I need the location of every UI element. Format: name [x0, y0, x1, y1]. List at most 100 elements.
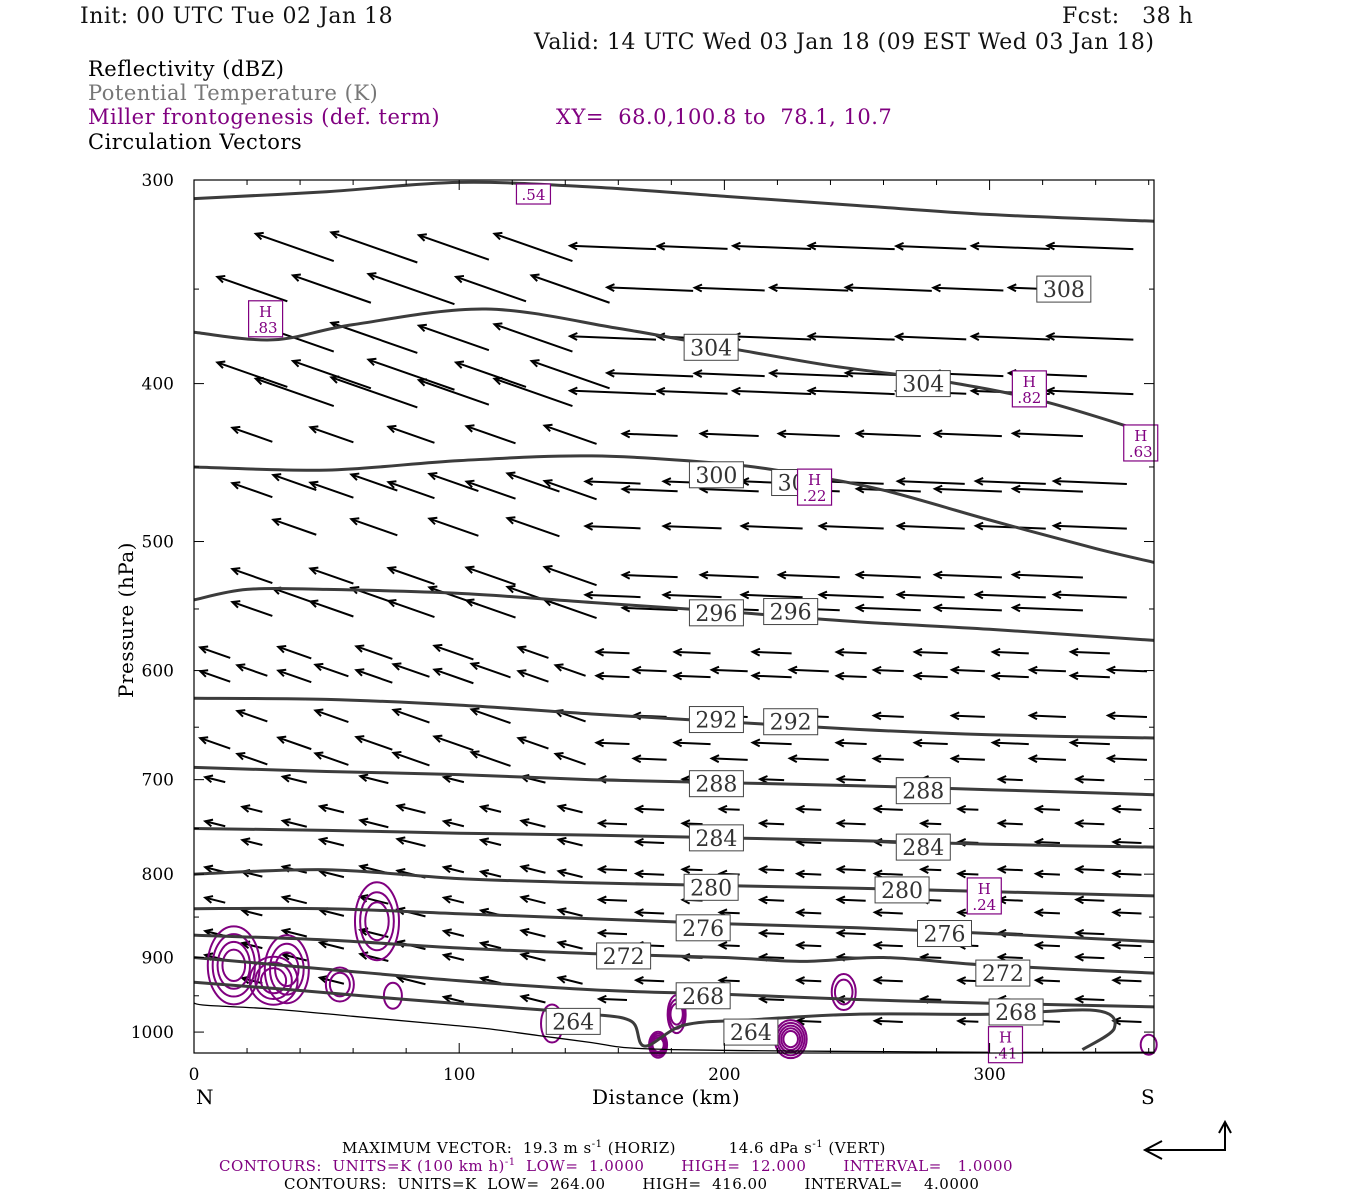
circulation-vector [969, 241, 1050, 251]
vector-head [932, 603, 943, 613]
circulation-vector [1033, 869, 1060, 879]
vector-head [912, 647, 923, 657]
vector-shaft [277, 669, 312, 684]
circulation-vector [949, 665, 985, 675]
circulation-vector [202, 895, 226, 904]
vector-head [1074, 928, 1085, 938]
circulation-vector [872, 1016, 903, 1026]
circulation-vector [516, 736, 549, 750]
vector-shaft [558, 908, 583, 917]
theta-contours [193, 180, 1155, 1051]
vector-shaft [242, 805, 263, 813]
frontogenesis-contour [248, 955, 299, 1006]
vector-shaft [797, 911, 822, 915]
vector-head [932, 429, 943, 439]
vector-shaft [837, 822, 866, 826]
isentrope-label-box [1036, 275, 1092, 303]
vector-shaft [558, 976, 583, 985]
vector-head [230, 600, 241, 609]
vector-shaft [393, 663, 430, 678]
vector-head [391, 750, 402, 760]
circulation-vector [932, 603, 1002, 613]
vector-shaft [544, 566, 597, 587]
vector-head [416, 378, 427, 387]
vector-shaft [397, 976, 426, 986]
vector-shaft [837, 778, 866, 782]
isentrope-284 [193, 827, 1155, 849]
vector-head [313, 708, 324, 717]
isentrope-label-box [988, 998, 1044, 1026]
isentrope-label-box [895, 833, 951, 861]
circulation-vector [631, 754, 667, 764]
circulation-vector [757, 819, 785, 828]
vector-shaft [558, 941, 583, 950]
circulation-vector [1045, 241, 1134, 251]
circulation-vector [519, 951, 546, 962]
vector-shaft [331, 376, 418, 409]
vector-shaft [1076, 868, 1105, 872]
vector-shaft [368, 273, 455, 306]
circulation-vector [973, 590, 1046, 600]
vector-head [366, 272, 377, 281]
vector-shaft [282, 896, 308, 905]
vector-head [709, 665, 720, 675]
circulation-vector [872, 908, 903, 917]
circulation-vector [1105, 665, 1148, 675]
circulation-vector [1027, 754, 1066, 764]
vector-head [1074, 994, 1085, 1004]
circulation-vector [542, 565, 597, 587]
vector-head [354, 668, 365, 677]
frontogenesis-contour [382, 981, 403, 1010]
vector-shaft [719, 979, 740, 983]
vector-shaft [856, 573, 921, 579]
vector-shaft [694, 372, 765, 378]
circulation-vector [854, 570, 921, 580]
circulation-vector [567, 241, 657, 251]
vector-shaft [368, 358, 455, 391]
circulation-vector [817, 590, 884, 600]
frontogenesis-contour [833, 978, 854, 1006]
isentrope-288 [193, 765, 1155, 797]
circulation-vector [556, 868, 583, 879]
isentrope-304 [193, 307, 1155, 437]
vector-shaft [418, 324, 490, 352]
isentrope-label: 268 [995, 1001, 1037, 1026]
vector-shaft [896, 335, 967, 341]
vector-shaft [315, 663, 349, 678]
vector-shaft [1029, 757, 1066, 761]
x-tick-label: 0 [189, 1065, 200, 1085]
frontogenesis-contour [359, 891, 395, 952]
circulation-vector [912, 671, 948, 681]
vector-shaft [237, 664, 268, 677]
vector-head [1033, 869, 1044, 879]
vector-shaft [319, 870, 345, 879]
vector-shaft [1107, 714, 1148, 719]
vector-shaft [232, 482, 273, 499]
isentrope-label-box [763, 598, 819, 626]
circulation-vector [280, 927, 308, 938]
circulation-vector [990, 671, 1029, 681]
vector-head [464, 424, 475, 433]
circulation-vector [290, 273, 372, 304]
circulation-vector [1111, 976, 1142, 985]
vector-shaft [507, 472, 560, 493]
circulation-vector [478, 869, 502, 878]
vector-head [202, 895, 214, 904]
init-time: Init: 00 UTC Tue 02 Jan 18 [80, 4, 394, 29]
circulation-vector [787, 665, 829, 675]
vector-shaft [837, 898, 866, 902]
circulation-vector [1051, 590, 1127, 600]
vector-shaft [752, 741, 792, 746]
vector-head [806, 241, 817, 251]
frontogenesis-contour [268, 942, 305, 996]
vector-head [620, 429, 631, 439]
vector-shaft [760, 998, 785, 1001]
footer-horiz-unit: (HORIZ) [607, 1139, 677, 1157]
circulation-vector [594, 738, 630, 748]
vector-head [198, 669, 209, 678]
vector-shaft [494, 232, 573, 263]
circulation-vector [912, 647, 948, 657]
legend-reflectivity: Reflectivity (dBZ) [88, 57, 285, 81]
vector-shaft [480, 805, 502, 813]
vector-shaft [760, 898, 785, 902]
